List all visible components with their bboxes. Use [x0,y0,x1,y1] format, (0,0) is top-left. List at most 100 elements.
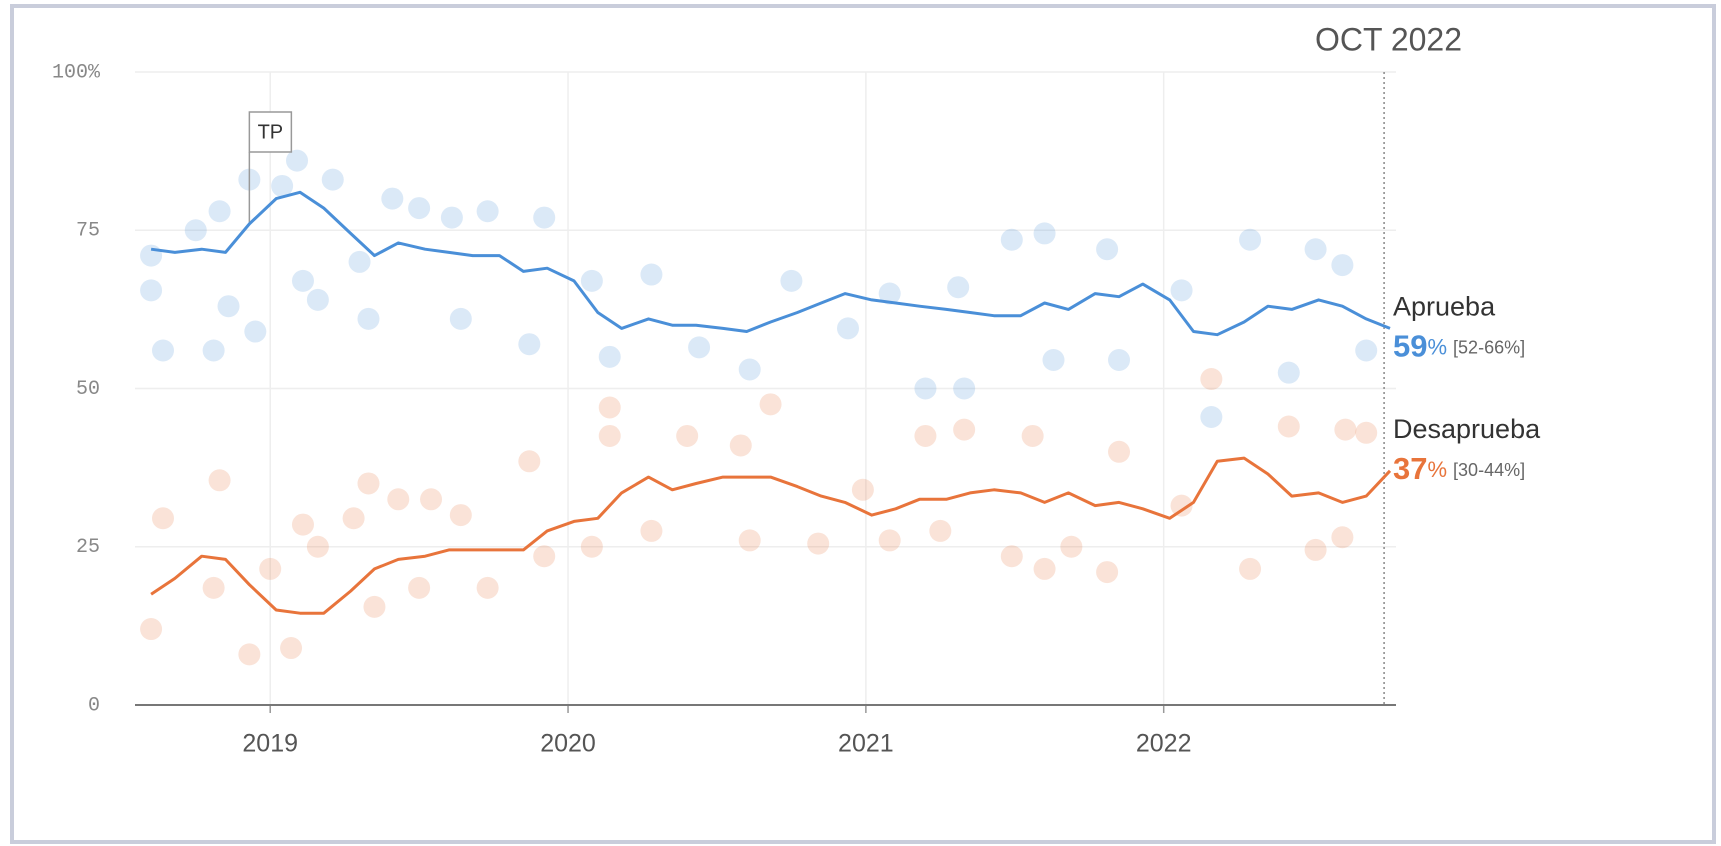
poll-dot [929,519,952,542]
poll-dot [1239,557,1262,580]
poll-dot [598,424,621,447]
poll-dot [449,307,472,330]
poll-dot [914,377,937,400]
poll-dot [140,618,163,641]
poll-dot [476,576,499,599]
poll-dot [1304,538,1327,561]
y-tick-label: 75 [76,220,100,243]
poll-dot [914,424,937,447]
poll-dot [420,488,443,511]
poll-dot [1033,222,1056,245]
poll-dot [1033,557,1056,580]
poll-dot [953,418,976,441]
poll-dot [598,396,621,419]
poll-dot [807,532,830,555]
poll-dot [306,288,329,311]
poll-dot [348,250,371,273]
poll-dot [1239,228,1262,251]
poll-dot [1170,279,1193,302]
poll-dot [151,339,174,362]
poll-dot [217,295,240,318]
legend-label: Aprueba [1393,291,1496,321]
legend-label: Desaprueba [1393,414,1541,444]
poll-dot [244,320,267,343]
poll-dot [280,637,303,660]
end-range: [30-44%] [1453,460,1525,480]
poll-dot [357,472,380,495]
annotation-box [248,111,293,153]
y-tick-label: 100% [52,61,101,84]
poll-dot [238,643,261,666]
y-tick-label: 50 [76,378,100,401]
poll-dot [1304,238,1327,261]
poll-dot [476,200,499,223]
poll-dot [780,269,803,292]
poll-dot [533,206,556,229]
poll-dot [759,393,782,416]
x-tick-label: 2021 [838,730,894,758]
poll-dot [1000,545,1023,568]
poll-dot [1096,238,1119,261]
end-unit: % [1427,334,1447,359]
poll-dot [363,595,386,618]
poll-dot [851,478,874,501]
x-tick-label: 2019 [242,730,298,758]
poll-dot [1042,349,1065,372]
poll-dot [408,576,431,599]
trend-line [150,190,1391,337]
poll-dot [738,358,761,381]
poll-dot [1060,535,1083,558]
end-value: 59 [1393,329,1427,364]
poll-dot [688,336,711,359]
poll-dot [580,535,603,558]
poll-dot [1334,418,1357,441]
poll-dot [1000,228,1023,251]
poll-dot [676,424,699,447]
poll-dot [1108,440,1131,463]
poll-dot [640,263,663,286]
poll-dot [321,168,344,191]
poll-dot [208,200,231,223]
poll-dot [291,269,314,292]
poll-dot [291,513,314,536]
poll-dot [1170,494,1193,517]
poll-dot [953,377,976,400]
poll-dot [342,507,365,530]
end-unit: % [1427,457,1447,482]
poll-dot [202,339,225,362]
poll-dot [580,269,603,292]
poll-dot [878,529,901,552]
end-value-group: 59% [52-66%] [1393,329,1525,364]
poll-dot [1096,561,1119,584]
poll-dot [1277,415,1300,438]
poll-dot [640,519,663,542]
x-tick-label: 2020 [540,730,596,758]
poll-dot [1355,421,1378,444]
poll-dot [738,529,761,552]
end-range: [52-66%] [1453,337,1525,357]
poll-dot [184,219,207,242]
poll-dot [286,149,309,172]
date-marker-label: OCT 2022 [1315,21,1462,57]
trend-line [150,456,1392,615]
poll-dot [729,434,752,457]
poll-dot [271,174,294,197]
poll-dot [151,507,174,530]
poll-dot [533,545,556,568]
poll-dot [381,187,404,210]
poll-dot [598,345,621,368]
poll-dot [1277,361,1300,384]
poll-dot [202,576,225,599]
poll-dot [1021,424,1044,447]
y-tick-label: 0 [88,694,100,717]
poll-dot [387,488,410,511]
poll-dot [947,276,970,299]
end-value-group: 37% [30-44%] [1393,451,1525,486]
poll-dot [1331,526,1354,549]
poll-dot [208,469,231,492]
poll-dot [306,535,329,558]
poll-dot [518,333,541,356]
poll-dot [1108,349,1131,372]
